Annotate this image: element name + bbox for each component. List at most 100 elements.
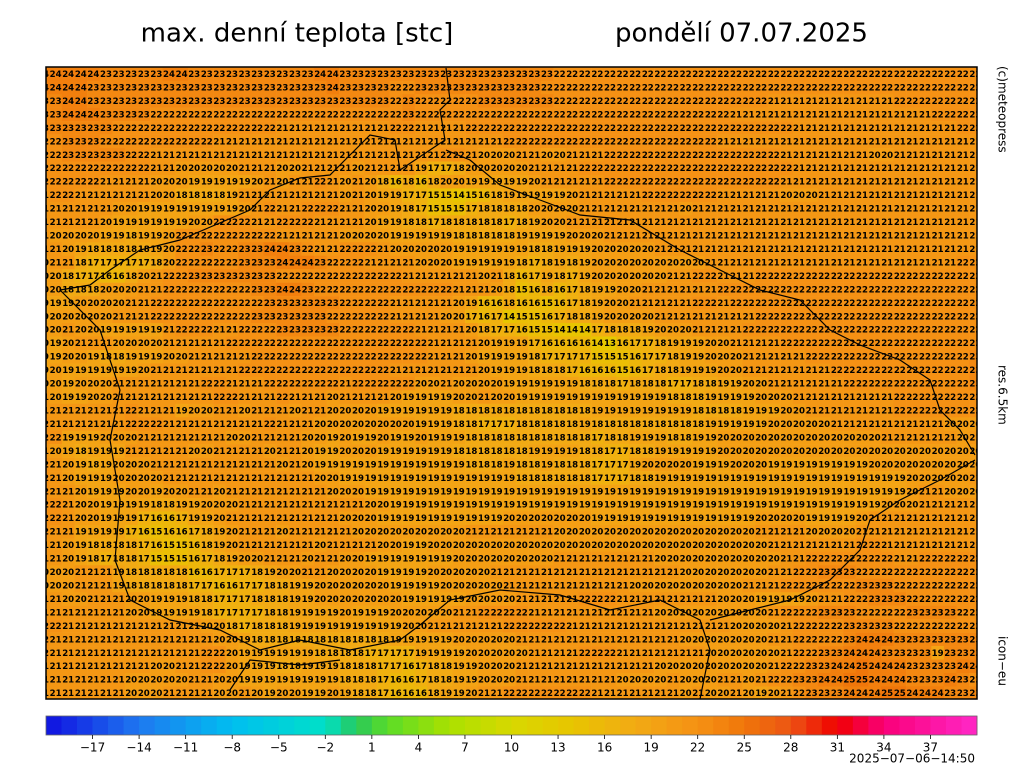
cell-value: 23 (478, 83, 490, 93)
cell-value: 21 (894, 137, 906, 147)
cell-value: 21 (566, 218, 578, 228)
cell-value: 21 (969, 137, 981, 147)
cell-value: 21 (944, 164, 956, 174)
cell-value: 20 (50, 232, 62, 242)
cell-value: 23 (289, 245, 301, 255)
cell-value: 21 (730, 258, 742, 268)
cell-value: 23 (113, 110, 125, 120)
cell-value: 20 (541, 151, 553, 161)
cell-value: 21 (327, 151, 339, 161)
cell-value: 22 (932, 312, 944, 322)
cell-value: 23 (87, 124, 99, 134)
cell-value: 20 (440, 178, 452, 188)
cell-value: 22 (465, 110, 477, 120)
cell-bg (112, 80, 126, 95)
cell-value: 23 (163, 83, 175, 93)
cell-value: 20 (415, 258, 427, 268)
cell-bg (830, 67, 844, 82)
cell-value: 20 (465, 326, 477, 336)
cell-value: 22 (176, 124, 188, 134)
cell-value: 21 (743, 232, 755, 242)
cell-value: 19 (453, 245, 465, 255)
cell-value: 21 (869, 124, 881, 134)
cell-value: 23 (125, 110, 137, 120)
cell-value: 22 (755, 124, 767, 134)
cell-value: 23 (138, 110, 150, 120)
cell-value: 20 (591, 258, 603, 268)
cell-value: 21 (579, 205, 591, 215)
cell-bg (855, 67, 869, 82)
cell-value: 21 (806, 110, 818, 120)
cell-value: 17 (491, 312, 503, 322)
cell-value: 22 (163, 110, 175, 120)
cell-bg (792, 67, 806, 82)
cell-value: 21 (680, 245, 692, 255)
cell-value: 17 (87, 258, 99, 268)
cell-value: 22 (579, 110, 591, 120)
cell-value: 23 (213, 70, 225, 80)
cell-value: 22 (768, 124, 780, 134)
cell-value: 20 (289, 164, 301, 174)
cell-value: 21 (213, 326, 225, 336)
cell-value: 22 (957, 124, 969, 134)
cell-value: 22 (617, 178, 629, 188)
cell-value: 21 (680, 299, 692, 309)
cell-value: 21 (793, 110, 805, 120)
cell-value: 23 (264, 83, 276, 93)
cell-bg (376, 80, 390, 95)
cell-value: 23 (239, 70, 251, 80)
cell-value: 22 (352, 312, 364, 322)
cell-value: 21 (957, 151, 969, 161)
cell-value: 22 (314, 285, 326, 295)
cell-value: 21 (428, 151, 440, 161)
cell-value: 15 (440, 205, 452, 215)
cell-value: 16 (528, 285, 540, 295)
cell-value: 22 (50, 178, 62, 188)
cell-value: 24 (37, 83, 49, 93)
cell-value: 21 (906, 164, 918, 174)
cell-value: 20 (365, 232, 377, 242)
cell-value: 21 (932, 137, 944, 147)
cell-value: 22 (755, 83, 767, 93)
cell-value: 23 (491, 83, 503, 93)
cell-value: 22 (503, 124, 515, 134)
cell-value: 17 (465, 312, 477, 322)
cell-value: 22 (629, 151, 641, 161)
cell-value: 21 (654, 312, 666, 322)
cell-value: 21 (289, 137, 301, 147)
cell-value: 21 (957, 137, 969, 147)
cell-bg (477, 80, 491, 95)
cell-value: 21 (730, 191, 742, 201)
cell-value: 23 (113, 83, 125, 93)
cell-value: 19 (37, 312, 49, 322)
cell-value: 18 (87, 245, 99, 255)
cell-value: 17 (415, 191, 427, 201)
cell-value: 22 (617, 137, 629, 147)
cell-value: 22 (188, 285, 200, 295)
cell-value: 21 (415, 299, 427, 309)
cell-value: 20 (617, 299, 629, 309)
cell-value: 22 (680, 110, 692, 120)
cell-value: 20 (75, 232, 87, 242)
cell-bg (717, 67, 730, 82)
cell-bg (124, 80, 138, 95)
cell-value: 22 (692, 70, 704, 80)
cell-value: 20 (604, 312, 616, 322)
cell-value: 21 (932, 205, 944, 215)
cell-value: 24 (75, 70, 87, 80)
cell-value: 16 (516, 326, 528, 336)
cell-value: 16 (491, 299, 503, 309)
cell-value: 20 (50, 326, 62, 336)
cell-value: 24 (50, 70, 62, 80)
cell-value: 19 (100, 232, 112, 242)
cell-value: 17 (566, 272, 578, 282)
cell-value: 23 (528, 97, 540, 107)
cell-value: 20 (541, 218, 553, 228)
cell-value: 23 (302, 312, 314, 322)
cell-value: 22 (62, 191, 74, 201)
cell-value: 22 (667, 151, 679, 161)
cell-value: 19 (163, 218, 175, 228)
cell-value: 22 (213, 124, 225, 134)
cell-bg (956, 67, 970, 82)
cell-value: 21 (755, 258, 767, 268)
